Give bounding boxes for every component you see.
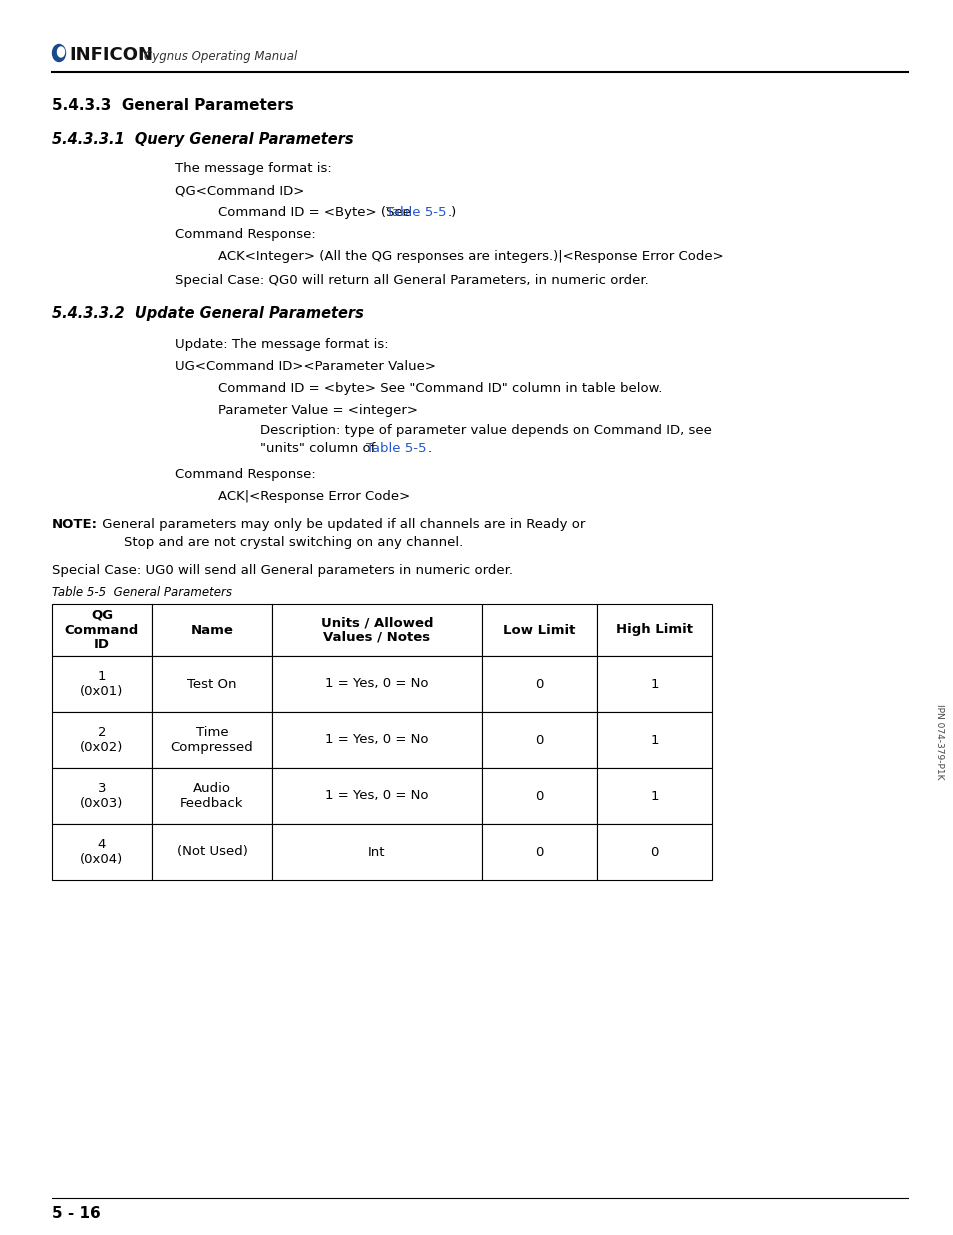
Text: NOTE:: NOTE:: [52, 517, 98, 531]
Bar: [152, 656, 272, 713]
Text: Table 5-5: Table 5-5: [386, 206, 446, 219]
Text: 1 = Yes, 0 = No: 1 = Yes, 0 = No: [325, 678, 428, 690]
Text: .): .): [448, 206, 456, 219]
Text: Int: Int: [368, 846, 385, 858]
Text: Special Case: QG0 will return all General Parameters, in numeric order.: Special Case: QG0 will return all Genera…: [174, 274, 648, 287]
Bar: [597, 824, 711, 881]
Bar: [52, 824, 152, 881]
Text: Description: type of parameter value depends on Command ID, see: Description: type of parameter value dep…: [260, 424, 711, 437]
Ellipse shape: [52, 44, 66, 62]
Bar: [272, 656, 481, 713]
Bar: [597, 656, 711, 713]
Text: 5.4.3.3  General Parameters: 5.4.3.3 General Parameters: [52, 98, 294, 112]
Text: 4
(0x04): 4 (0x04): [80, 839, 124, 866]
Text: 0: 0: [535, 678, 543, 690]
Text: Command Response:: Command Response:: [174, 228, 315, 241]
Text: 1 = Yes, 0 = No: 1 = Yes, 0 = No: [325, 789, 428, 803]
Bar: [152, 604, 272, 656]
Text: Low Limit: Low Limit: [503, 624, 575, 636]
Text: Command Response:: Command Response:: [174, 468, 315, 480]
Text: QG
Command
ID: QG Command ID: [65, 609, 139, 652]
Bar: [481, 713, 597, 768]
Text: IPN 074-379-P1K: IPN 074-379-P1K: [935, 704, 943, 779]
Text: 1: 1: [650, 678, 659, 690]
Bar: [152, 713, 272, 768]
Text: Test On: Test On: [187, 678, 236, 690]
Text: 1: 1: [650, 734, 659, 746]
Bar: [481, 768, 597, 824]
Text: 5.4.3.3.2  Update General Parameters: 5.4.3.3.2 Update General Parameters: [52, 306, 363, 321]
Text: Special Case: UG0 will send all General parameters in numeric order.: Special Case: UG0 will send all General …: [52, 564, 513, 577]
Text: Parameter Value = <integer>: Parameter Value = <integer>: [218, 404, 417, 417]
Text: Command ID = <byte> See "Command ID" column in table below.: Command ID = <byte> See "Command ID" col…: [218, 382, 661, 395]
Text: 0: 0: [650, 846, 658, 858]
Text: 2
(0x02): 2 (0x02): [80, 726, 124, 755]
Bar: [597, 713, 711, 768]
Bar: [272, 824, 481, 881]
Text: Cygnus Operating Manual: Cygnus Operating Manual: [144, 49, 297, 63]
Text: 1
(0x01): 1 (0x01): [80, 671, 124, 698]
Text: 0: 0: [535, 734, 543, 746]
Text: INFICON: INFICON: [69, 46, 152, 64]
Text: (Not Used): (Not Used): [176, 846, 247, 858]
Text: Update: The message format is:: Update: The message format is:: [174, 338, 388, 351]
Text: .: .: [428, 442, 432, 454]
Text: Table 5-5: Table 5-5: [366, 442, 426, 454]
Text: 1: 1: [650, 789, 659, 803]
Bar: [481, 824, 597, 881]
Text: 0: 0: [535, 846, 543, 858]
Text: Audio
Feedback: Audio Feedback: [180, 782, 244, 810]
Text: The message format is:: The message format is:: [174, 162, 332, 175]
Text: "units" column of: "units" column of: [260, 442, 379, 454]
Text: 1 = Yes, 0 = No: 1 = Yes, 0 = No: [325, 734, 428, 746]
Text: Stop and are not crystal switching on any channel.: Stop and are not crystal switching on an…: [124, 536, 463, 550]
Text: General parameters may only be updated if all channels are in Ready or: General parameters may only be updated i…: [98, 517, 585, 531]
Bar: [152, 824, 272, 881]
Text: Name: Name: [191, 624, 233, 636]
Text: 5.4.3.3.1  Query General Parameters: 5.4.3.3.1 Query General Parameters: [52, 132, 354, 147]
Bar: [272, 604, 481, 656]
Text: Table 5-5  General Parameters: Table 5-5 General Parameters: [52, 585, 232, 599]
Text: Command ID = <Byte> (See: Command ID = <Byte> (See: [218, 206, 415, 219]
Text: ACK<Integer> (All the QG responses are integers.)|<Response Error Code>: ACK<Integer> (All the QG responses are i…: [218, 249, 723, 263]
Bar: [481, 656, 597, 713]
Bar: [52, 768, 152, 824]
Text: UG<Command ID><Parameter Value>: UG<Command ID><Parameter Value>: [174, 359, 436, 373]
Bar: [152, 768, 272, 824]
Bar: [52, 604, 152, 656]
Bar: [272, 713, 481, 768]
Text: 5 - 16: 5 - 16: [52, 1207, 101, 1221]
Bar: [52, 656, 152, 713]
Bar: [481, 604, 597, 656]
Text: ACK|<Response Error Code>: ACK|<Response Error Code>: [218, 490, 410, 503]
Bar: [52, 713, 152, 768]
Text: Time
Compressed: Time Compressed: [171, 726, 253, 755]
Bar: [597, 604, 711, 656]
Ellipse shape: [57, 47, 65, 57]
Text: High Limit: High Limit: [616, 624, 692, 636]
Text: Units / Allowed
Values / Notes: Units / Allowed Values / Notes: [320, 616, 433, 643]
Bar: [272, 768, 481, 824]
Text: QG<Command ID>: QG<Command ID>: [174, 184, 304, 198]
Text: 0: 0: [535, 789, 543, 803]
Bar: [597, 768, 711, 824]
Text: 3
(0x03): 3 (0x03): [80, 782, 124, 810]
